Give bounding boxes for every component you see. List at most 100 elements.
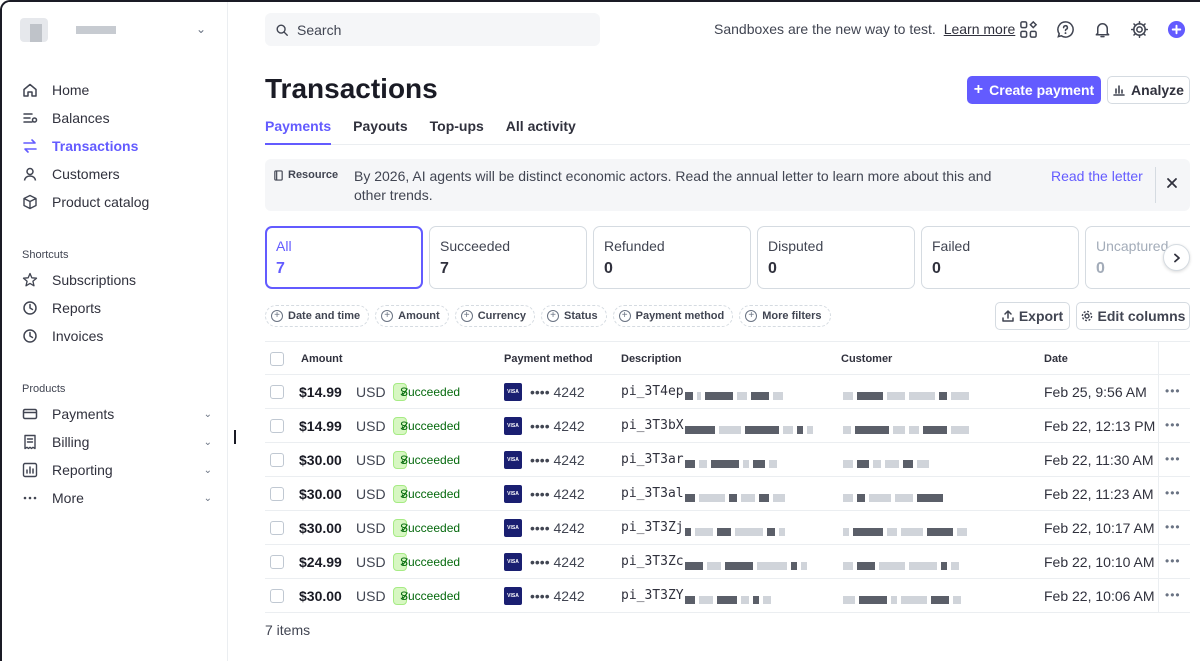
filter-date-and-time[interactable]: + Date and time bbox=[265, 305, 370, 327]
row-checkbox[interactable] bbox=[270, 385, 284, 399]
chevron-down-icon: ⌄ bbox=[195, 22, 206, 36]
row-more-icon[interactable]: ••• bbox=[1165, 588, 1181, 602]
amount: $30.00 bbox=[299, 588, 342, 604]
shortcuts-heading: Shortcuts bbox=[22, 249, 69, 261]
status-card-count: 0 bbox=[1096, 260, 1105, 277]
gear-icon bbox=[1081, 310, 1092, 322]
sidebar-item-balances[interactable]: Balances bbox=[22, 104, 212, 132]
close-icon[interactable] bbox=[1164, 175, 1180, 191]
table-row[interactable]: $14.99 USD Succeeded ✓ VISA •••• 4242 pi_3T4ep… bbox=[265, 375, 1190, 409]
shortcuts-section: Shortcuts bbox=[22, 246, 212, 264]
book-icon bbox=[274, 169, 283, 181]
row-more-icon[interactable]: ••• bbox=[1165, 384, 1181, 398]
filter-more-filters[interactable]: + More filters bbox=[739, 305, 831, 327]
create-payment-button[interactable]: + Create payment bbox=[967, 76, 1101, 104]
billing-icon bbox=[22, 434, 38, 450]
row-checkbox[interactable] bbox=[270, 589, 284, 603]
edit-columns-button[interactable]: Edit columns bbox=[1076, 302, 1190, 330]
table-row[interactable]: $30.00 USD Succeeded ✓ VISA •••• 4242 pi_3T3Zj… bbox=[265, 511, 1190, 545]
header-customer: Customer bbox=[841, 353, 893, 365]
status-card-failed[interactable]: Failed 0 bbox=[921, 226, 1079, 289]
sidebar-item-subscriptions[interactable]: Subscriptions bbox=[22, 266, 212, 294]
sidebar-item-billing[interactable]: Billing ⌄ bbox=[22, 428, 212, 456]
sidebar-item-reporting[interactable]: Reporting ⌄ bbox=[22, 456, 212, 484]
bell-icon[interactable] bbox=[1092, 19, 1113, 40]
sidebar-item-label: Billing bbox=[52, 434, 90, 450]
row-more-icon[interactable]: ••• bbox=[1165, 520, 1181, 534]
currency: USD bbox=[356, 384, 386, 400]
checkmark-icon: ✓ bbox=[400, 419, 411, 433]
filter-status[interactable]: + Status bbox=[540, 305, 607, 327]
row-checkbox[interactable] bbox=[270, 521, 284, 535]
sidebar-item-home[interactable]: Home bbox=[22, 76, 212, 104]
table-row[interactable]: $14.99 USD Succeeded ✓ VISA •••• 4242 pi_3T3bX… bbox=[265, 409, 1190, 443]
plus-circle-icon: + bbox=[271, 310, 283, 322]
tab-all-activity[interactable]: All activity bbox=[505, 118, 576, 134]
account-switcher[interactable]: ⌄ bbox=[20, 16, 210, 44]
redacted-description bbox=[685, 387, 787, 401]
tab-top-ups[interactable]: Top-ups bbox=[429, 118, 484, 134]
row-checkbox[interactable] bbox=[270, 419, 284, 433]
header-description: Description bbox=[621, 353, 682, 365]
sidebar-item-invoices[interactable]: Invoices bbox=[22, 322, 212, 350]
card-last4: •••• 4242 bbox=[530, 486, 585, 502]
checkmark-icon: ✓ bbox=[400, 453, 411, 467]
table-header: Amount Payment method Description Custom… bbox=[265, 341, 1190, 375]
tab-payments[interactable]: Payments bbox=[265, 118, 332, 145]
filter-currency[interactable]: + Currency bbox=[454, 305, 535, 327]
row-more-icon[interactable]: ••• bbox=[1165, 554, 1181, 568]
transactions-table: Amount Payment method Description Custom… bbox=[265, 341, 1190, 613]
gear-icon[interactable] bbox=[1129, 19, 1150, 40]
sidebar-item-customers[interactable]: Customers bbox=[22, 160, 212, 188]
tab-payouts[interactable]: Payouts bbox=[353, 118, 408, 134]
invoices-icon bbox=[22, 328, 38, 344]
status-card-count: 7 bbox=[440, 260, 449, 277]
plus-circle-icon: + bbox=[381, 310, 394, 322]
sidebar-item-product-catalog[interactable]: Product catalog bbox=[22, 188, 212, 216]
help-icon[interactable] bbox=[1055, 19, 1076, 40]
row-checkbox[interactable] bbox=[270, 453, 284, 467]
amount: $30.00 bbox=[299, 452, 342, 468]
table-row[interactable]: $30.00 USD Succeeded ✓ VISA •••• 4242 pi_3T3ar… bbox=[265, 443, 1190, 477]
export-label: Export bbox=[1018, 308, 1064, 324]
scroll-right-button[interactable] bbox=[1163, 244, 1190, 271]
sidebar-item-reports[interactable]: Reports bbox=[22, 294, 212, 322]
status-card-disputed[interactable]: Disputed 0 bbox=[757, 226, 915, 289]
plus-circle-icon: + bbox=[460, 310, 473, 322]
status-card-refunded[interactable]: Refunded 0 bbox=[593, 226, 751, 289]
sidebar-item-transactions[interactable]: Transactions bbox=[22, 132, 212, 160]
date: Feb 22, 12:13 PM bbox=[1044, 418, 1156, 434]
status-card-uncaptured[interactable]: Uncaptured 0 bbox=[1085, 226, 1190, 289]
row-more-icon[interactable]: ••• bbox=[1165, 486, 1181, 500]
row-more-icon[interactable]: ••• bbox=[1165, 452, 1181, 466]
filter-payment-method[interactable]: + Payment method bbox=[612, 305, 734, 327]
table-row[interactable]: $30.00 USD Succeeded ✓ VISA •••• 4242 pi_3T3ZY… bbox=[265, 579, 1190, 613]
read-letter-link[interactable]: Read the letter bbox=[1051, 168, 1143, 184]
select-all-checkbox[interactable] bbox=[270, 352, 284, 366]
create-new-icon[interactable] bbox=[1166, 19, 1187, 40]
learn-more-link[interactable]: Learn more bbox=[943, 21, 1016, 37]
table-row[interactable]: $30.00 USD Succeeded ✓ VISA •••• 4242 pi_3T3al… bbox=[265, 477, 1190, 511]
apps-icon[interactable] bbox=[1018, 19, 1039, 40]
export-button[interactable]: Export bbox=[995, 302, 1070, 330]
currency: USD bbox=[356, 452, 386, 468]
sidebar-item-payments[interactable]: Payments ⌄ bbox=[22, 400, 212, 428]
chevron-down-icon: ⌄ bbox=[203, 408, 212, 420]
currency: USD bbox=[356, 520, 386, 536]
analyze-button[interactable]: Analyze bbox=[1107, 76, 1190, 104]
table-row[interactable]: $24.99 USD Succeeded ✓ VISA •••• 4242 pi_3T3Zc… bbox=[265, 545, 1190, 579]
status-badge: Succeeded ✓ bbox=[393, 519, 460, 537]
export-icon bbox=[1002, 310, 1014, 322]
plus-circle-icon: + bbox=[618, 310, 631, 322]
search-input[interactable]: Search bbox=[265, 13, 600, 46]
resource-tag: Resource bbox=[273, 169, 338, 181]
row-checkbox[interactable] bbox=[270, 487, 284, 501]
row-more-icon[interactable]: ••• bbox=[1165, 418, 1181, 432]
filter-amount[interactable]: + Amount bbox=[375, 305, 449, 327]
sidebar-item-more[interactable]: More ⌄ bbox=[22, 484, 212, 512]
plus-icon: + bbox=[973, 81, 984, 98]
status-card-succeeded[interactable]: Succeeded 7 bbox=[429, 226, 587, 289]
status-card-all[interactable]: All 7 bbox=[265, 226, 423, 289]
visa-card-icon: VISA bbox=[504, 485, 522, 503]
row-checkbox[interactable] bbox=[270, 555, 284, 569]
